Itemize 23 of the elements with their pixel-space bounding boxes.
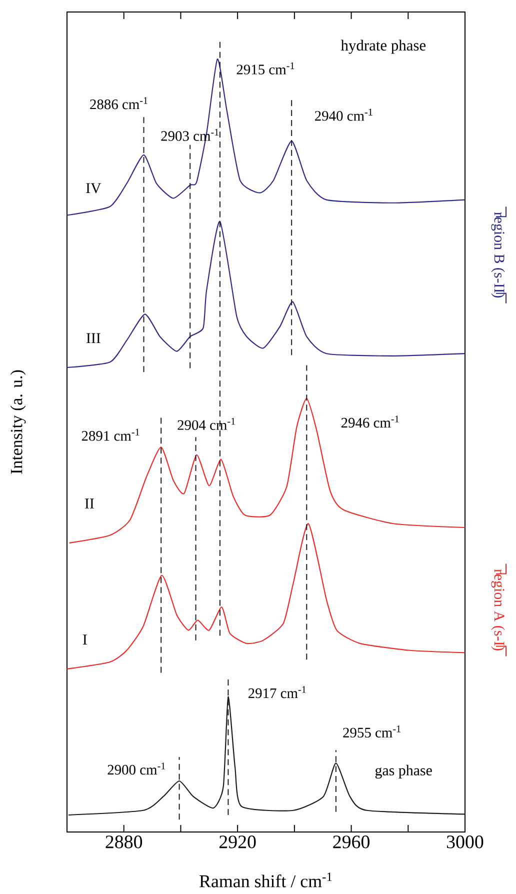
text: region A (s-I)	[491, 569, 505, 650]
series-label: I	[82, 634, 87, 644]
annotation: 2904 cm$^{-1}$	[178, 418, 236, 430]
text: hydrate phase	[340, 40, 426, 54]
series-label: IV	[86, 183, 102, 194]
annotation: 2891 cm$^{-1}$	[82, 428, 140, 441]
x-tick-label: 2960	[333, 836, 370, 848]
x-tick-label: 2920	[219, 836, 256, 848]
annotation: 2955 cm$^{-1}$	[343, 726, 400, 738]
annotation: 2900 cm$^{-1}$	[108, 762, 166, 775]
text: gas phase	[375, 764, 432, 779]
annotation: 2940 cm$^{-1}$	[315, 108, 372, 121]
annotation: 2886 cm$^{-1}$	[90, 97, 148, 110]
series-label: III	[86, 333, 100, 344]
x-axis-title: Raman shift / cm$^{-1}$	[200, 872, 332, 888]
x-tick-label: 3000	[446, 836, 484, 848]
y-axis-title: Intensity (a. u.)	[10, 370, 26, 474]
annotation: 2946 cm$^{-1}$	[341, 416, 399, 428]
x-tick-label: 2880	[106, 836, 142, 848]
annotation: 2917 cm$^{-1}$	[248, 686, 306, 698]
text: region B (s-II)	[491, 212, 505, 298]
series-label: II	[85, 498, 94, 508]
annotation: 2915 cm$^{-1}$	[236, 62, 294, 74]
